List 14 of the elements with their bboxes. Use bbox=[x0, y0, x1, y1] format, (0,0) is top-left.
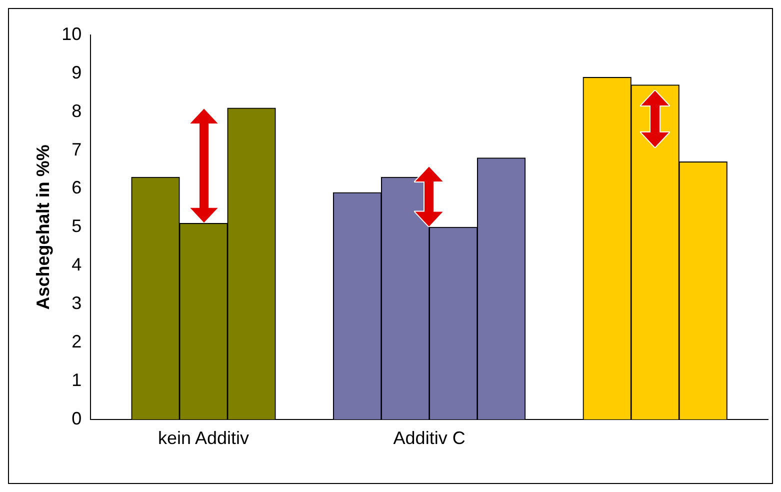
y-tick-label: 4 bbox=[72, 254, 82, 275]
y-tick-label: 1 bbox=[72, 370, 82, 390]
y-tick-label: 0 bbox=[72, 408, 82, 428]
y-axis-title: Aschegehalt in %% bbox=[32, 144, 53, 310]
y-tick-label: 6 bbox=[72, 178, 82, 198]
y-tick-label: 8 bbox=[72, 100, 82, 121]
y-tick-label: 3 bbox=[72, 293, 82, 314]
y-tick-label: 2 bbox=[72, 331, 82, 352]
x-tick-label: Additiv C bbox=[393, 428, 466, 448]
y-tick-label: 7 bbox=[72, 139, 82, 160]
x-tick-label: kein Additiv bbox=[158, 428, 250, 448]
y-tick-label: 5 bbox=[72, 216, 82, 236]
y-tick-label: 10 bbox=[62, 24, 82, 44]
y-tick-label: 9 bbox=[72, 62, 82, 82]
